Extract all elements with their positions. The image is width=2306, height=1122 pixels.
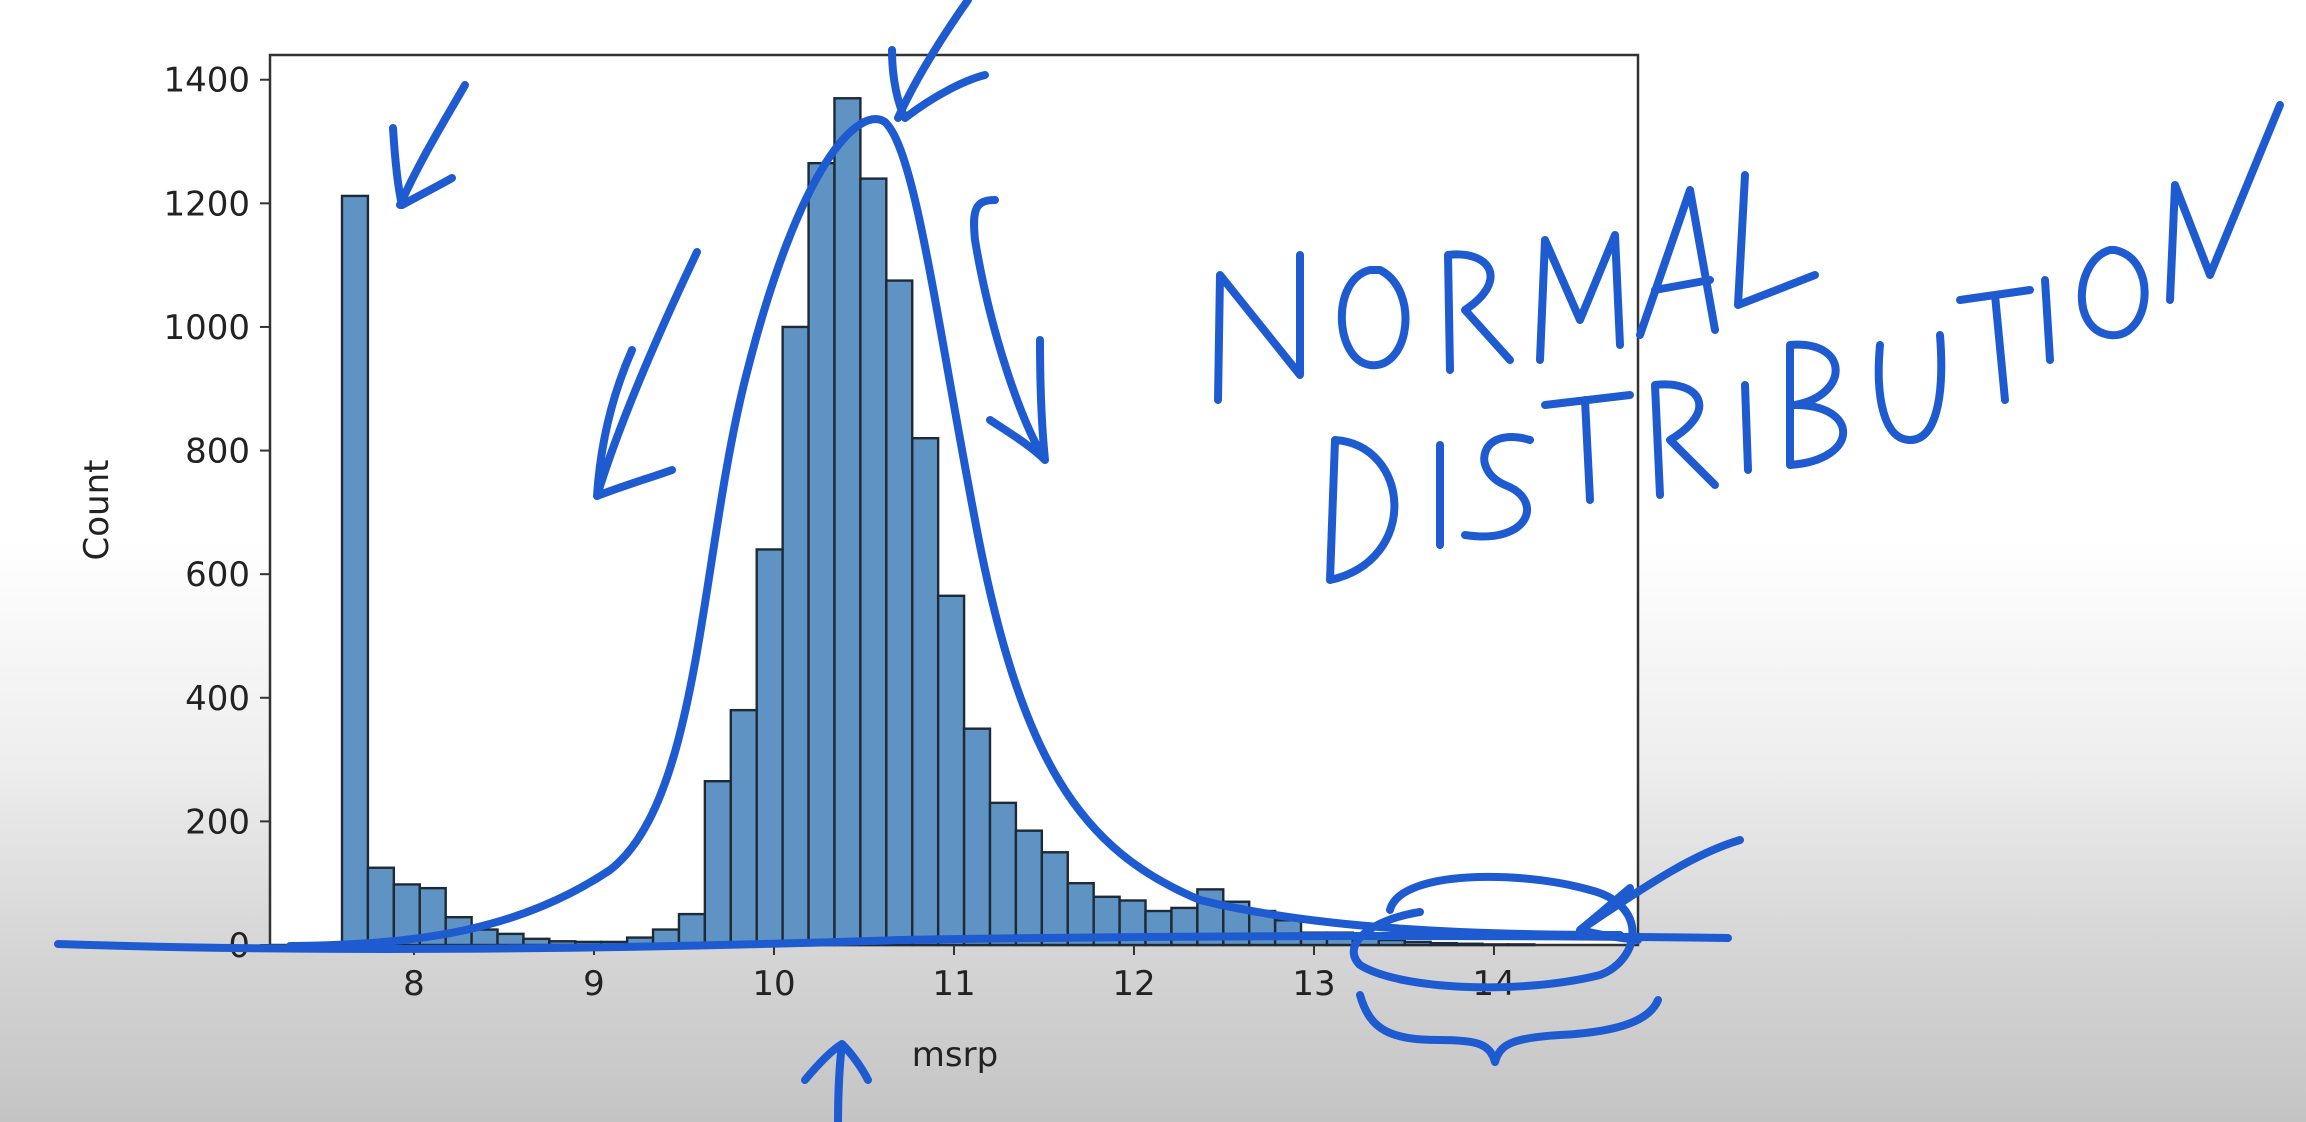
annotation-letter-d [1326, 436, 1399, 584]
histogram-bar [522, 937, 551, 947]
circle-tail [1349, 872, 1637, 992]
x-tick-label: 9 [583, 964, 605, 1004]
histogram-bar [1455, 942, 1484, 947]
histogram-bar [703, 780, 733, 947]
annotation-letter-a [1636, 186, 1719, 339]
y-tick-label: 1000 [163, 308, 250, 348]
x-tick-label: 12 [1112, 964, 1155, 1004]
arrow-to-circle [1576, 836, 1744, 944]
histogram-bar [1040, 851, 1069, 947]
histogram-bar [911, 436, 940, 947]
annotation-letter-s [1461, 433, 1534, 541]
annotation-letter-t1 [1541, 391, 1634, 504]
histogram-bar [677, 912, 707, 947]
histogram-bar [755, 548, 784, 947]
arrow-mean-bottom [801, 1040, 872, 1122]
annotation-letter-b [1786, 340, 1848, 469]
annotation-letter-i3 [2041, 276, 2054, 364]
annotation-letter-r2 [1651, 380, 1719, 499]
histogram-bar [833, 97, 862, 947]
histogram-bar [936, 594, 966, 947]
annotation-letter-m [1536, 231, 1624, 364]
histogram-bar [807, 161, 836, 947]
y-tick-label: 1400 [163, 61, 250, 101]
annotation-letter-r1 [1444, 250, 1514, 374]
histogram-bar [962, 727, 992, 947]
bars-group [340, 97, 1536, 947]
x-axis-title: msrp [912, 1035, 998, 1075]
histogram-bar [885, 279, 914, 947]
y-tick-label: 800 [185, 432, 250, 472]
y-tick-label: 1200 [163, 184, 250, 224]
annotation-letter-n2 [2166, 101, 2284, 304]
annotation-letter-o2 [2077, 246, 2149, 340]
annotation-letter-i2 [1741, 381, 1752, 474]
arrow-left-spike [389, 81, 469, 209]
histogram-bar [781, 325, 810, 947]
histogram-bar [496, 932, 525, 947]
y-tick-label: 200 [185, 802, 250, 842]
histogram-bar [1429, 941, 1458, 947]
arrow-peak-top [888, 0, 989, 122]
histogram-bar [1014, 829, 1044, 947]
annotation-letter-n1 [1214, 251, 1304, 404]
x-tick-label: 11 [932, 964, 975, 1004]
x-ticks-group: 8 9 10 11 12 13 14 [403, 945, 1516, 1004]
annotation-letter-l [1734, 171, 1819, 309]
histogram-bar [340, 194, 370, 947]
x-tick-label: 8 [403, 964, 425, 1004]
histogram-bar [1377, 938, 1406, 947]
brace-tail [1356, 991, 1662, 1066]
histogram-bar [1403, 940, 1432, 947]
histogram-bar [1481, 943, 1510, 947]
y-tick-label: 600 [185, 555, 250, 595]
histogram-bar [729, 708, 758, 947]
histogram-bar [366, 866, 396, 947]
histogram-bar [1507, 943, 1536, 947]
arrow-left-slope [593, 248, 701, 500]
annotation-letter-o [1337, 266, 1410, 370]
histogram-bar [988, 801, 1018, 947]
bell-curve-stroke [286, 115, 1624, 950]
histogram-bar [859, 177, 888, 947]
annotation-letter-u [1874, 331, 1946, 444]
annotation-letter-t2 [1956, 286, 2034, 404]
x-tick-label: 13 [1292, 964, 1335, 1004]
y-tick-label: 400 [185, 679, 250, 719]
histogram-bar [470, 928, 499, 947]
handwritten-annotations [54, 0, 2284, 1122]
x-tick-label: 10 [752, 964, 795, 1004]
y-axis-title: Count [77, 460, 117, 561]
arrow-right-slope [970, 196, 1049, 464]
